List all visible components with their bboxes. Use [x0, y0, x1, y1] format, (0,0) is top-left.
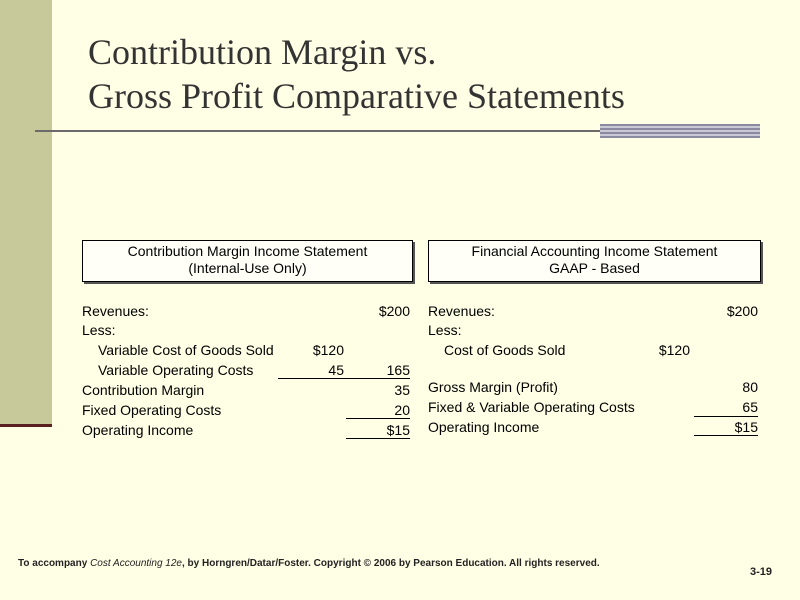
row-total: $15 — [734, 419, 758, 435]
contribution-margin-header-line-1: Contribution Margin Income Statement — [127, 243, 368, 259]
row-label: Less: — [428, 322, 462, 338]
row-total: $200 — [726, 303, 758, 319]
footer-prefix: To accompany — [18, 558, 91, 569]
footer-suffix: , by Horngren/Datar/Foster. Copyright © … — [181, 558, 600, 569]
financial-accounting-statement: Revenues: $200 Less: Cost of Goods Sold … — [428, 302, 760, 442]
left-accent-bar — [0, 0, 52, 425]
row-total: $15 — [386, 422, 410, 438]
row-label: Operating Income — [82, 422, 194, 438]
row-label: Fixed Operating Costs — [82, 402, 222, 418]
contribution-margin-header-line-2: (Internal-Use Only) — [188, 260, 307, 276]
footer-book-title: Cost Accounting 12e — [90, 558, 182, 569]
underline — [278, 378, 410, 379]
row-amount: $120 — [658, 342, 690, 358]
row-label: Gross Margin (Profit) — [428, 379, 558, 395]
financial-accounting-header-line-1: Financial Accounting Income Statement — [471, 243, 718, 259]
contribution-margin-header-box: Contribution Margin Income Statement (In… — [82, 240, 413, 282]
underline — [694, 435, 758, 436]
contribution-margin-statement: Revenues: $200 Less: Variable Cost of Go… — [82, 302, 412, 442]
row-amount: $120 — [312, 342, 344, 358]
row-total: 20 — [394, 402, 410, 418]
row-label: Variable Operating Costs — [98, 362, 254, 378]
row-label: Operating Income — [428, 419, 540, 435]
row-total: 35 — [394, 382, 410, 398]
row-label: Fixed & Variable Operating Costs — [428, 399, 635, 415]
underline — [694, 416, 758, 417]
underline — [346, 418, 410, 419]
slide-title-line-2: Gross Profit Comparative Statements — [88, 76, 625, 116]
row-label: Revenues: — [428, 303, 495, 319]
row-label: Revenues: — [82, 303, 149, 319]
row-total: 80 — [742, 379, 758, 395]
page-number: 3-19 — [750, 566, 773, 578]
slide-title-line-1: Contribution Margin vs. — [88, 32, 437, 72]
slide-title: Contribution Margin vs. Gross Profit Com… — [88, 30, 768, 118]
row-total: 65 — [742, 399, 758, 415]
underline — [346, 438, 410, 439]
row-total: $200 — [378, 303, 410, 319]
row-label: Cost of Goods Sold — [444, 342, 566, 358]
row-label: Variable Cost of Goods Sold — [98, 342, 274, 358]
row-label: Less: — [82, 322, 116, 338]
financial-accounting-header-line-2: GAAP - Based — [549, 260, 640, 276]
row-label: Contribution Margin — [82, 382, 205, 398]
title-divider-accent — [600, 124, 760, 138]
financial-accounting-header-box: Financial Accounting Income Statement GA… — [428, 240, 761, 282]
row-amount: 45 — [328, 362, 344, 378]
title-divider — [35, 130, 600, 132]
left-accent-bar-edge — [0, 424, 52, 427]
copyright-footer: To accompany Cost Accounting 12e, by Hor… — [18, 558, 600, 569]
row-total: 165 — [386, 362, 410, 378]
